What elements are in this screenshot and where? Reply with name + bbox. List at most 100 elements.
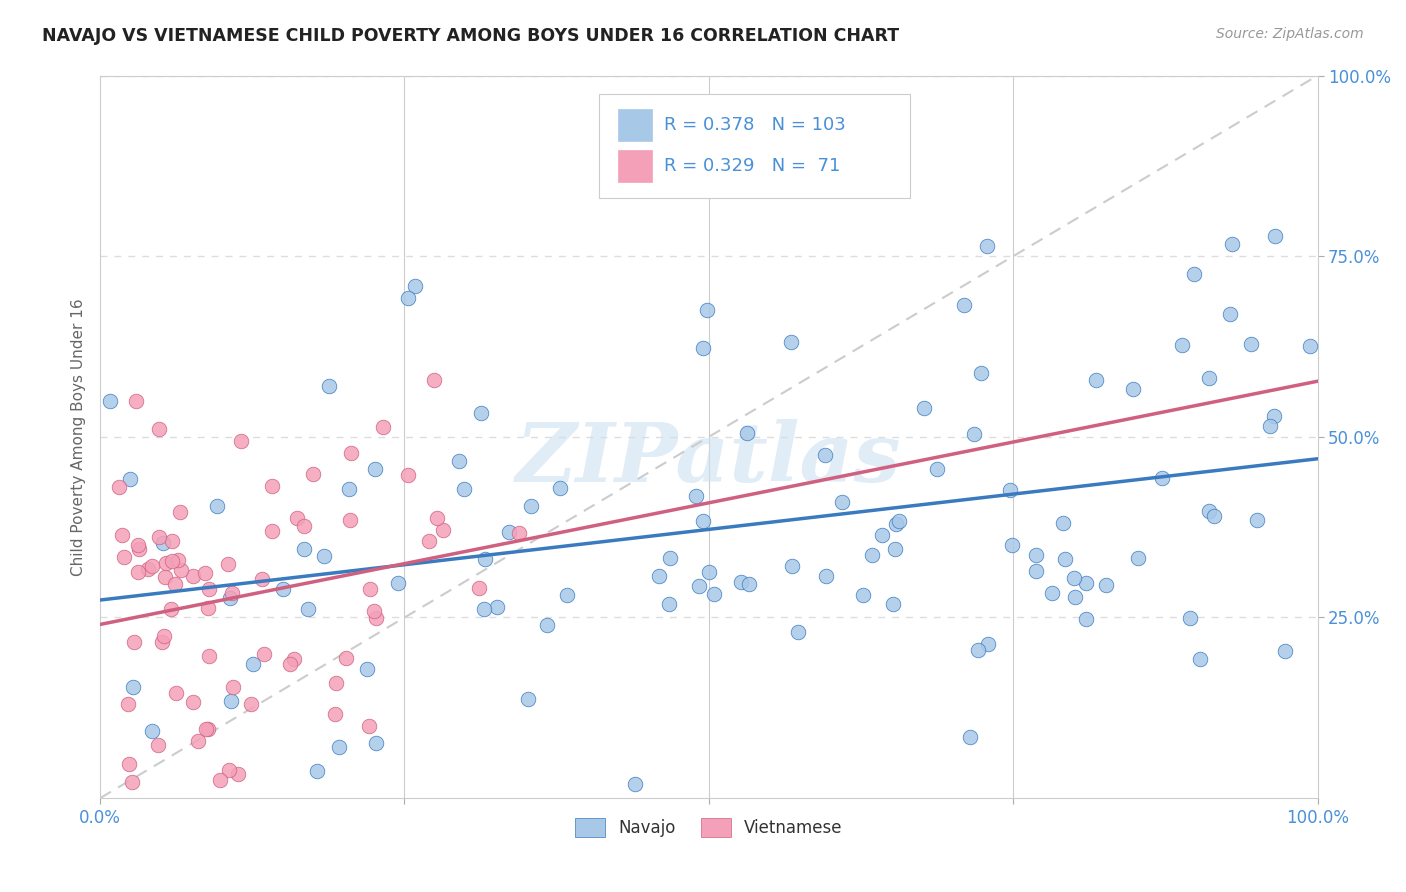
- Point: [356, 662, 378, 676]
- Point: [141, 558, 163, 573]
- Point: [242, 657, 264, 672]
- Point: [927, 462, 949, 476]
- Point: [337, 482, 360, 496]
- Point: [872, 528, 894, 542]
- Point: [1150, 470, 1173, 484]
- Point: [121, 680, 143, 694]
- Point: [253, 647, 276, 661]
- Point: [780, 335, 803, 350]
- Point: [121, 775, 143, 789]
- Point: [882, 597, 904, 611]
- Point: [197, 600, 219, 615]
- Point: [453, 482, 475, 496]
- Point: [1204, 509, 1226, 524]
- Point: [221, 585, 243, 599]
- Y-axis label: Child Poverty Among Boys Under 16: Child Poverty Among Boys Under 16: [72, 298, 86, 575]
- Point: [262, 524, 284, 538]
- Point: [364, 462, 387, 476]
- Point: [1178, 611, 1201, 625]
- Point: [197, 723, 219, 737]
- Point: [814, 448, 837, 462]
- Point: [966, 643, 988, 657]
- Point: [297, 601, 319, 615]
- Point: [426, 511, 449, 525]
- Point: [860, 548, 883, 562]
- Point: [703, 587, 725, 601]
- Point: [136, 561, 159, 575]
- Point: [787, 624, 810, 639]
- Point: [1001, 538, 1024, 552]
- Point: [396, 291, 419, 305]
- Point: [884, 542, 907, 557]
- Point: [363, 604, 385, 618]
- Point: [194, 722, 217, 736]
- Point: [1198, 503, 1220, 517]
- Point: [959, 730, 981, 744]
- Point: [328, 740, 350, 755]
- Point: [359, 582, 381, 597]
- Text: NAVAJO VS VIETNAMESE CHILD POVERTY AMONG BOYS UNDER 16 CORRELATION CHART: NAVAJO VS VIETNAMESE CHILD POVERTY AMONG…: [42, 27, 900, 45]
- Point: [205, 499, 228, 513]
- Point: [1219, 307, 1241, 321]
- Point: [1299, 339, 1322, 353]
- Point: [432, 523, 454, 537]
- Point: [1025, 548, 1047, 562]
- Point: [312, 549, 335, 564]
- Point: [271, 582, 294, 596]
- Legend: Navajo, Vietnamese: Navajo, Vietnamese: [568, 812, 849, 844]
- Point: [226, 767, 249, 781]
- Point: [977, 637, 1000, 651]
- Point: [659, 550, 682, 565]
- Point: [283, 652, 305, 666]
- Point: [735, 425, 758, 440]
- Point: [335, 650, 357, 665]
- Point: [1122, 382, 1144, 396]
- Point: [1076, 612, 1098, 626]
- Point: [953, 298, 976, 312]
- Point: [697, 565, 720, 579]
- Point: [108, 479, 131, 493]
- Point: [519, 499, 541, 513]
- Text: R = 0.329   N =  71: R = 0.329 N = 71: [664, 157, 841, 175]
- Point: [127, 538, 149, 552]
- Point: [187, 733, 209, 747]
- Point: [1000, 483, 1022, 497]
- Point: [218, 763, 240, 777]
- Point: [498, 525, 520, 540]
- Point: [340, 446, 363, 460]
- Point: [148, 530, 170, 544]
- Point: [159, 602, 181, 616]
- Point: [98, 393, 121, 408]
- Point: [181, 695, 204, 709]
- Point: [423, 372, 446, 386]
- Point: [153, 570, 176, 584]
- Point: [468, 582, 491, 596]
- Point: [229, 434, 252, 448]
- Point: [780, 559, 803, 574]
- Point: [160, 534, 183, 549]
- Point: [150, 634, 173, 648]
- Point: [485, 600, 508, 615]
- Bar: [617, 150, 651, 182]
- Point: [912, 401, 935, 415]
- Point: [1274, 644, 1296, 658]
- Point: [155, 556, 177, 570]
- Point: [815, 569, 838, 583]
- Text: ZIPatlas: ZIPatlas: [516, 418, 901, 499]
- Point: [166, 552, 188, 566]
- Point: [260, 479, 283, 493]
- Point: [1260, 419, 1282, 434]
- Point: [194, 566, 217, 580]
- Point: [198, 648, 221, 663]
- Point: [730, 575, 752, 590]
- Point: [323, 707, 346, 722]
- Point: [1198, 371, 1220, 385]
- Point: [536, 617, 558, 632]
- Point: [160, 554, 183, 568]
- Point: [111, 528, 134, 542]
- Point: [181, 569, 204, 583]
- Point: [692, 341, 714, 355]
- Point: [339, 513, 361, 527]
- Point: [517, 691, 540, 706]
- Point: [280, 657, 302, 671]
